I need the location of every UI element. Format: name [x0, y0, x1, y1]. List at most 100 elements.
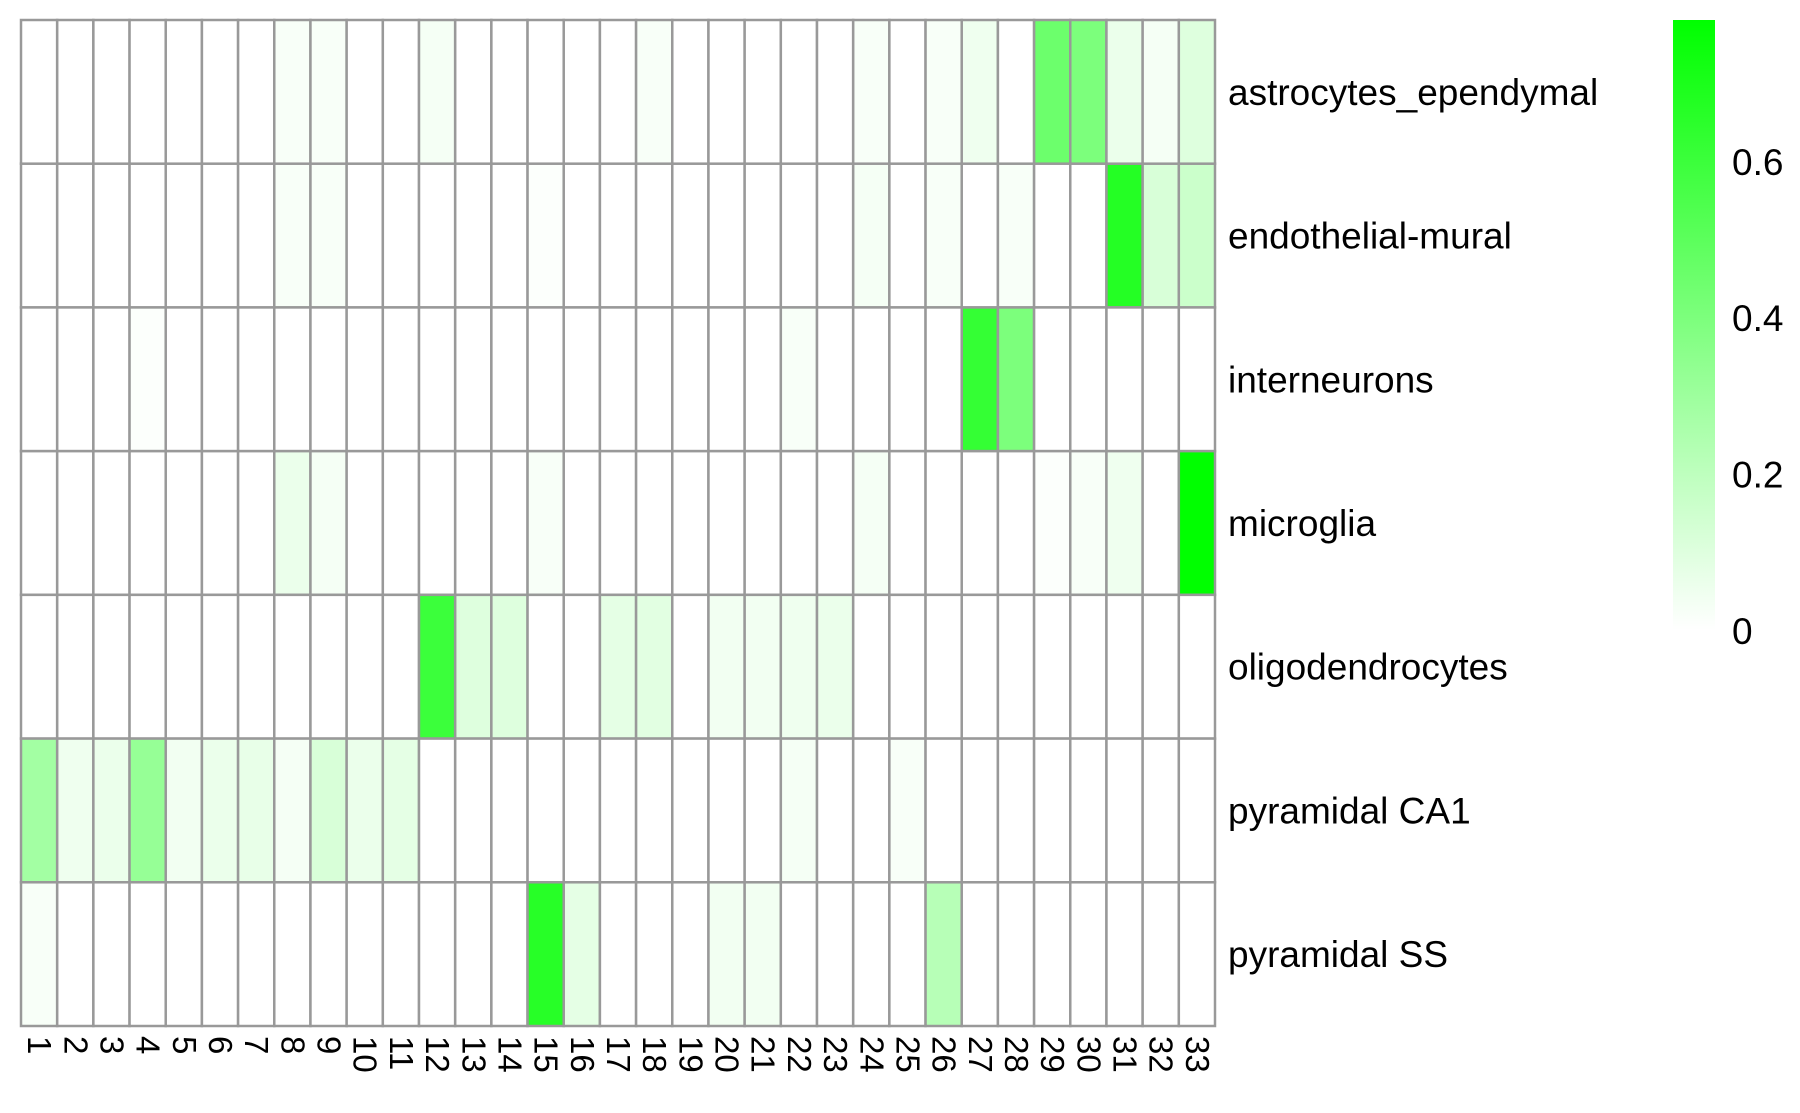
heatmap-cell-endothelial-mural-31 — [1105, 162, 1144, 309]
heatmap-cell-pyramidal-ss-9 — [309, 881, 348, 1028]
heatmap-cell-pyramidal-ss-21 — [743, 881, 783, 1028]
heatmap-cell-endothelial-mural-21 — [743, 162, 783, 309]
heatmap-cell-endothelial-mural-6 — [200, 162, 240, 309]
heatmap-cell-pyramidal-ss-7 — [236, 881, 276, 1028]
heatmap-cell-microglia-18 — [634, 449, 674, 597]
heatmap-cell-endothelial-mural-4 — [128, 162, 167, 309]
row-label: astrocytes_ependymal — [1228, 72, 1598, 113]
heatmap-cell-oligodendrocytes-23 — [815, 593, 855, 740]
colorbar-tick-label: 0.2 — [1732, 455, 1783, 496]
column-label: 12 — [419, 1036, 456, 1073]
heatmap-cell-interneurons-8 — [273, 306, 312, 453]
heatmap-cell-pyramidal-ca1-29 — [1032, 737, 1072, 884]
heatmap-cell-pyramidal-ca1-13 — [453, 737, 493, 884]
heatmap-cell-endothelial-mural-23 — [815, 162, 855, 309]
heatmap-cell-interneurons-32 — [1141, 306, 1181, 453]
column-label: 11 — [383, 1036, 420, 1070]
heatmap-cell-microglia-4 — [128, 449, 167, 597]
heatmap-cell-endothelial-mural-13 — [453, 162, 493, 309]
row-label: pyramidal SS — [1228, 934, 1448, 975]
heatmap-cell-astrocytes-ependymal-14 — [490, 18, 529, 165]
heatmap-cell-pyramidal-ss-17 — [598, 881, 638, 1028]
heatmap-cell-pyramidal-ss-15 — [526, 881, 565, 1028]
heatmap-cell-endothelial-mural-17 — [598, 162, 638, 309]
heatmap-cell-astrocytes-ependymal-12 — [417, 18, 457, 165]
heatmap-cell-oligodendrocytes-31 — [1105, 593, 1144, 740]
column-label: 14 — [491, 1036, 528, 1073]
heatmap-cell-endothelial-mural-15 — [526, 162, 565, 309]
heatmap-cell-interneurons-15 — [526, 306, 565, 453]
heatmap-cell-pyramidal-ca1-17 — [598, 737, 638, 884]
heatmap-cell-pyramidal-ss-32 — [1141, 881, 1181, 1028]
heatmap-cell-interneurons-29 — [1032, 306, 1072, 453]
heatmap-cell-astrocytes-ependymal-3 — [92, 18, 131, 165]
heatmap-cell-endothelial-mural-8 — [273, 162, 312, 309]
heatmap-cell-pyramidal-ca1-28 — [996, 737, 1036, 884]
heatmap-cell-microglia-20 — [707, 449, 746, 597]
heatmap-cell-endothelial-mural-9 — [309, 162, 348, 309]
row-label: microglia — [1228, 503, 1376, 544]
heatmap-cell-astrocytes-ependymal-30 — [1069, 18, 1108, 165]
column-label: 22 — [781, 1036, 818, 1073]
column-label: 17 — [600, 1036, 637, 1073]
heatmap-cell-oligodendrocytes-12 — [417, 593, 457, 740]
heatmap-cell-pyramidal-ca1-16 — [562, 737, 602, 884]
heatmap-cell-microglia-33 — [1177, 449, 1217, 597]
heatmap-cell-astrocytes-ependymal-13 — [453, 18, 493, 165]
colorbar-tick-label: 0.4 — [1732, 298, 1783, 339]
heatmap-cell-astrocytes-ependymal-20 — [707, 18, 746, 165]
heatmap-cell-pyramidal-ca1-9 — [309, 737, 348, 884]
column-label: 1 — [21, 1036, 58, 1054]
heatmap-cell-pyramidal-ss-13 — [453, 881, 493, 1028]
heatmap-cell-endothelial-mural-10 — [345, 162, 385, 309]
heatmap-cell-pyramidal-ca1-27 — [960, 737, 1000, 884]
heatmap-cells — [19, 18, 1217, 1028]
heatmap-cell-oligodendrocytes-28 — [996, 593, 1036, 740]
heatmap-cell-endothelial-mural-30 — [1069, 162, 1108, 309]
heatmap-cell-oligodendrocytes-30 — [1069, 593, 1108, 740]
heatmap-cell-pyramidal-ca1-8 — [273, 737, 312, 884]
heatmap-cell-pyramidal-ss-12 — [417, 881, 457, 1028]
heatmap-cell-pyramidal-ca1-32 — [1141, 737, 1181, 884]
heatmap-cell-astrocytes-ependymal-16 — [562, 18, 602, 165]
column-label: 23 — [817, 1036, 854, 1073]
heatmap-cell-microglia-13 — [453, 449, 493, 597]
column-label: 8 — [274, 1036, 311, 1054]
heatmap-cell-oligodendrocytes-17 — [598, 593, 638, 740]
heatmap-cell-endothelial-mural-20 — [707, 162, 746, 309]
heatmap-cell-oligodendrocytes-16 — [562, 593, 602, 740]
heatmap-cell-pyramidal-ss-18 — [634, 881, 674, 1028]
column-label: 18 — [636, 1036, 673, 1073]
heatmap-cell-interneurons-25 — [888, 306, 927, 453]
heatmap-cell-pyramidal-ca1-30 — [1069, 737, 1108, 884]
heatmap-cell-microglia-12 — [417, 449, 457, 597]
heatmap-cell-oligodendrocytes-1 — [19, 593, 59, 740]
heatmap-cell-pyramidal-ca1-22 — [779, 737, 819, 884]
heatmap-cell-pyramidal-ss-27 — [960, 881, 1000, 1028]
heatmap-cell-oligodendrocytes-11 — [381, 593, 421, 740]
heatmap-cell-microglia-8 — [273, 449, 312, 597]
heatmap-cell-interneurons-5 — [164, 306, 204, 453]
heatmap-cell-oligodendrocytes-27 — [960, 593, 1000, 740]
heatmap-cell-interneurons-11 — [381, 306, 421, 453]
heatmap-cell-interneurons-27 — [960, 306, 1000, 453]
heatmap-cell-interneurons-10 — [345, 306, 385, 453]
column-labels: 1 2 3 4 5 6 7 8 9 10 11 12 13 14 15 16 17 18 19 20 21 22 23 24 2… — [21, 1036, 1216, 1073]
heatmap-cell-endothelial-mural-16 — [562, 162, 602, 309]
heatmap-cell-oligodendrocytes-2 — [55, 593, 95, 740]
heatmap-cell-pyramidal-ca1-23 — [815, 737, 855, 884]
heatmap-cell-microglia-2 — [55, 449, 95, 597]
colorbar-gradient — [1673, 20, 1715, 630]
heatmap-cell-pyramidal-ss-4 — [128, 881, 167, 1028]
column-label: 32 — [1143, 1036, 1180, 1073]
heatmap-cell-pyramidal-ss-24 — [851, 881, 891, 1028]
heatmap-cell-pyramidal-ca1-1 — [19, 737, 59, 884]
heatmap-cell-interneurons-30 — [1069, 306, 1108, 453]
heatmap-cell-astrocytes-ependymal-31 — [1105, 18, 1144, 165]
row-label: interneurons — [1228, 359, 1434, 400]
heatmap-cell-astrocytes-ependymal-6 — [200, 18, 240, 165]
heatmap-cell-interneurons-6 — [200, 306, 240, 453]
heatmap-cell-astrocytes-ependymal-29 — [1032, 18, 1072, 165]
heatmap-cell-pyramidal-ss-23 — [815, 881, 855, 1028]
heatmap-cell-astrocytes-ependymal-26 — [924, 18, 963, 165]
